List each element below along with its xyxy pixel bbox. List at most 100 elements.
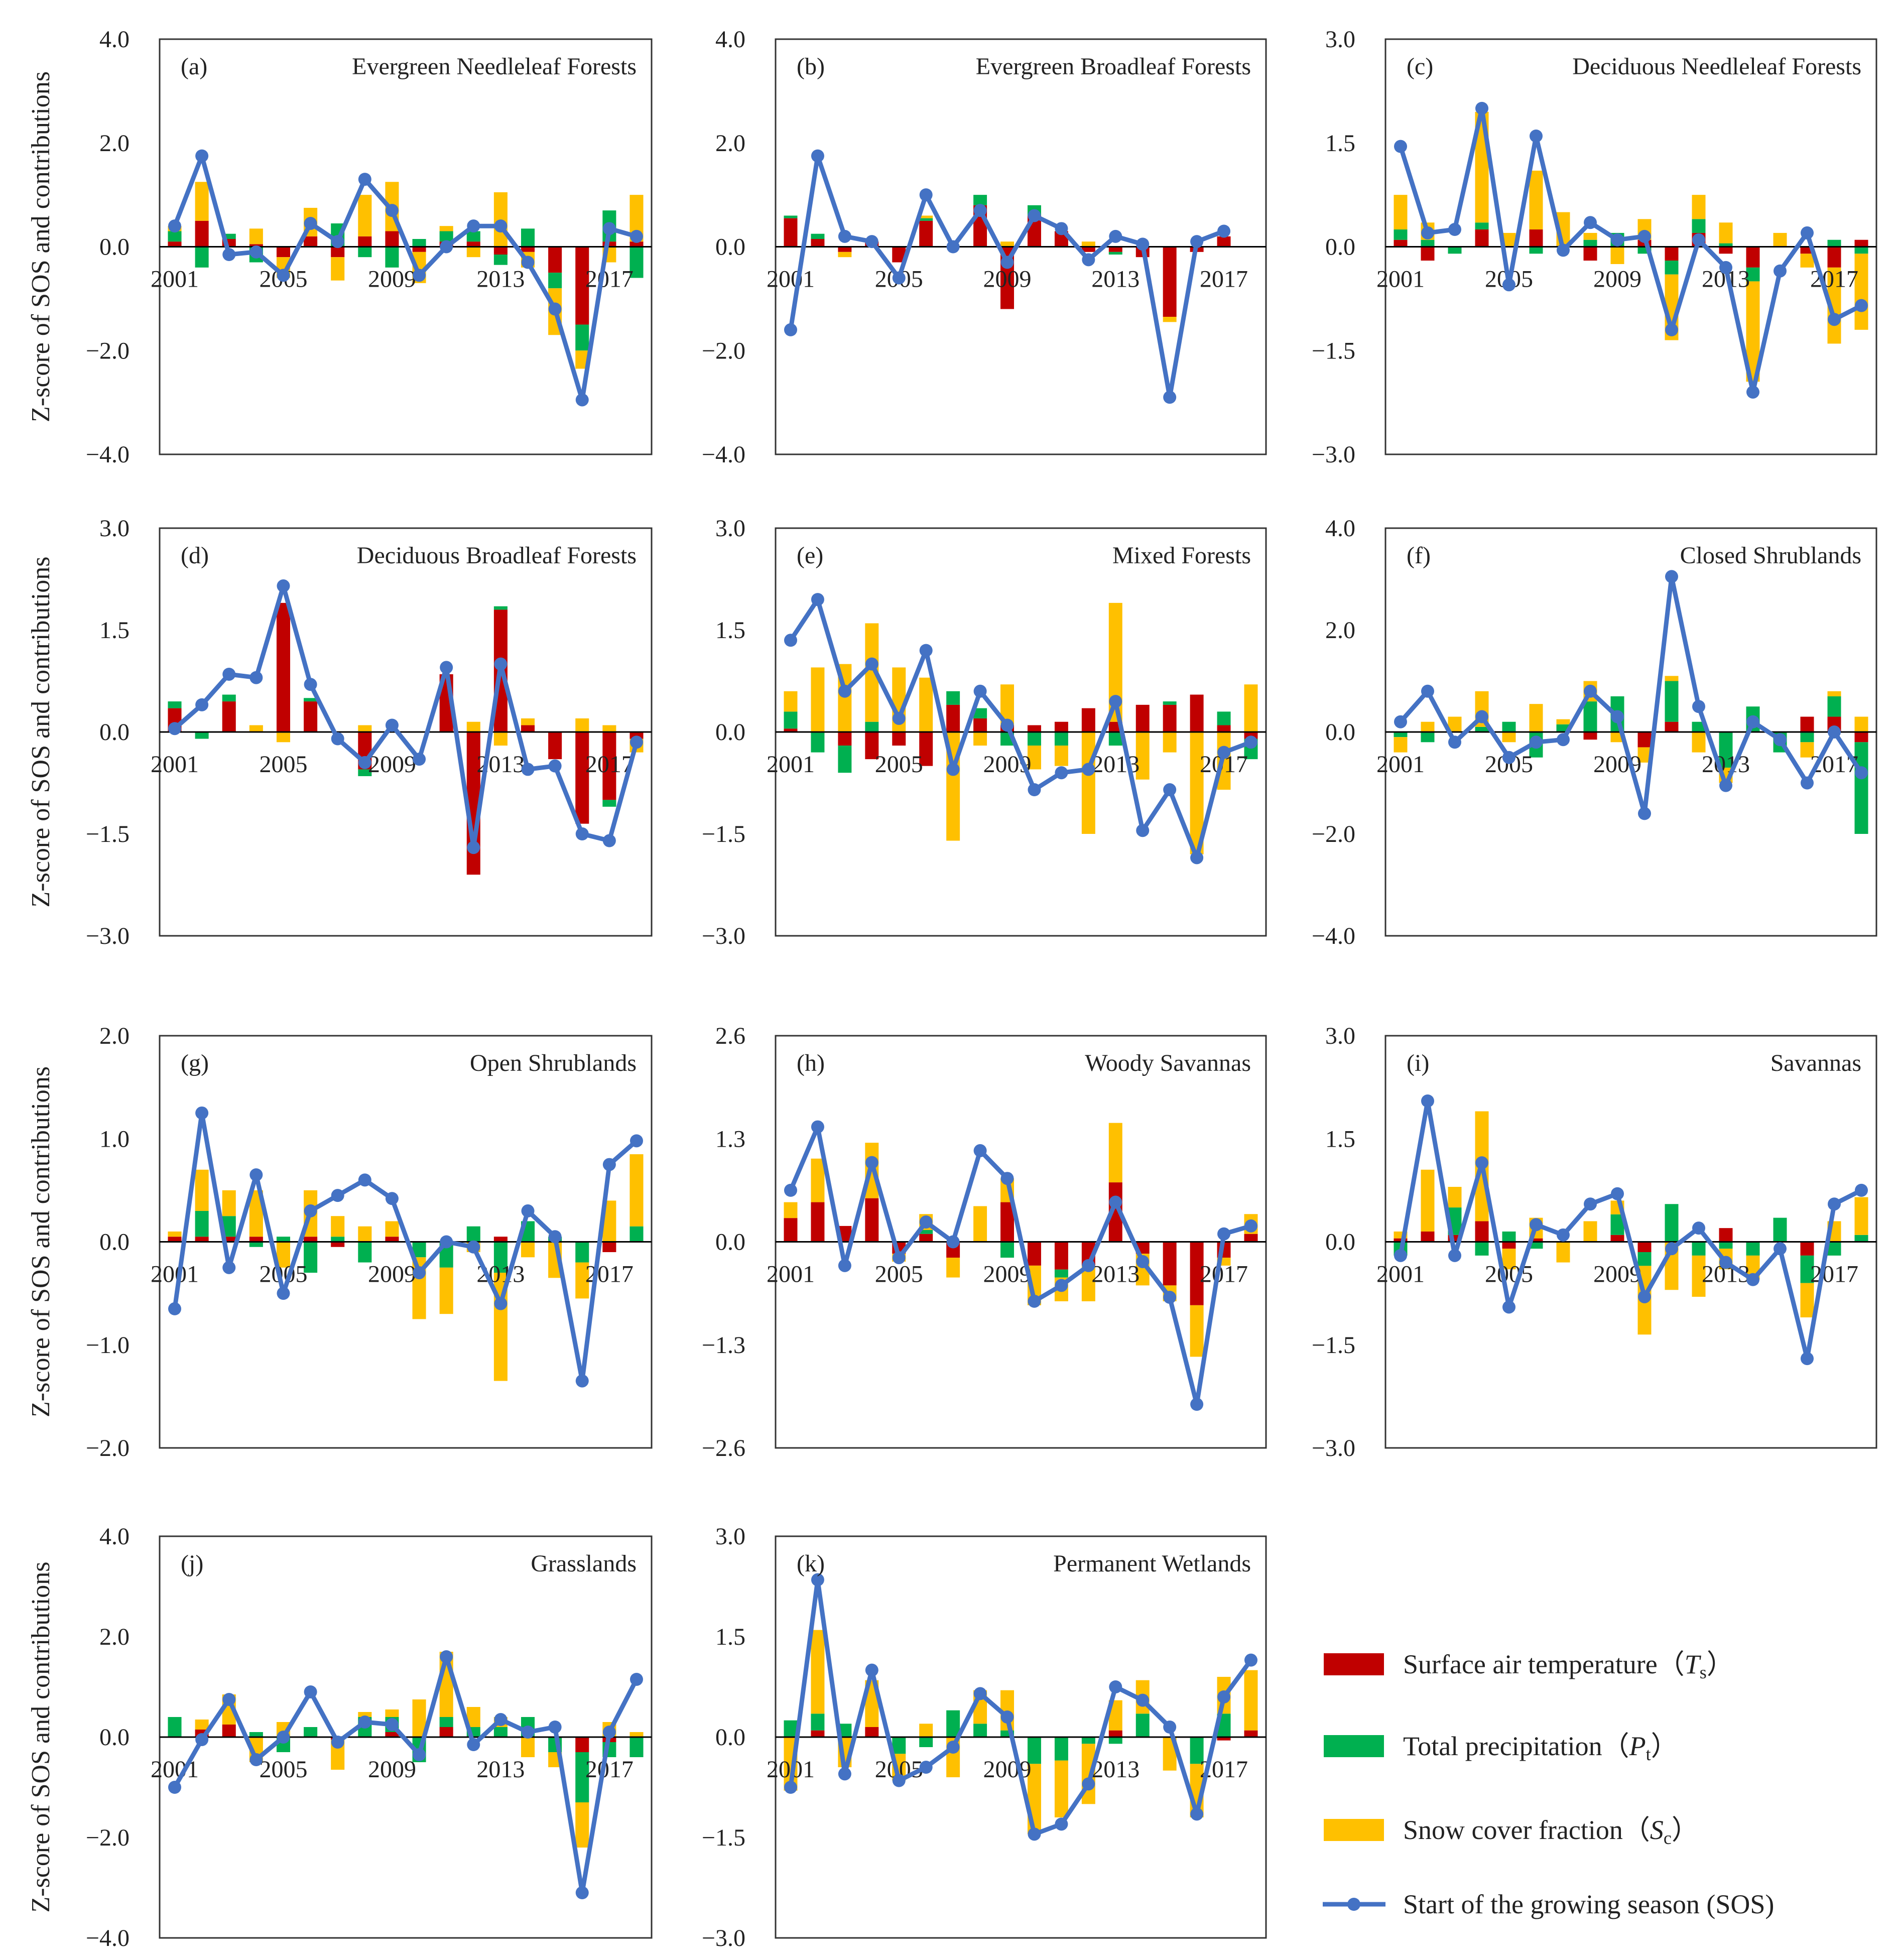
snow-cover-bar bbox=[1244, 684, 1258, 732]
temperature-bar bbox=[412, 247, 426, 252]
temperature-bar bbox=[222, 701, 236, 732]
legend-snow-cover-swatch bbox=[1324, 1819, 1384, 1841]
precipitation-bar bbox=[358, 1242, 372, 1263]
sos-point bbox=[1000, 718, 1014, 732]
temperature-bar bbox=[1081, 708, 1095, 732]
temperature-bar bbox=[1244, 1234, 1258, 1242]
snow-cover-bar bbox=[439, 1267, 453, 1314]
sos-point bbox=[838, 229, 851, 243]
y-tick-label: 0.0 bbox=[1325, 1229, 1355, 1256]
precipitation-bar bbox=[1108, 732, 1122, 746]
sos-point bbox=[521, 1726, 535, 1739]
precipitation-bar bbox=[1054, 1737, 1068, 1761]
temperature-bar bbox=[1054, 1242, 1068, 1270]
snow-cover-bar bbox=[466, 721, 480, 732]
temperature-bar bbox=[1637, 732, 1652, 748]
sos-point bbox=[1028, 1294, 1041, 1308]
temperature-bar bbox=[168, 1237, 182, 1242]
sos-point bbox=[358, 756, 371, 769]
temperature-bar bbox=[1217, 725, 1231, 732]
sos-point bbox=[1244, 1219, 1257, 1233]
x-tick-label: 2001 bbox=[767, 266, 815, 293]
snow-cover-bar bbox=[1054, 1760, 1068, 1817]
sos-point bbox=[811, 1573, 824, 1586]
precipitation-bar bbox=[1108, 1737, 1122, 1744]
snow-cover-bar bbox=[1719, 222, 1733, 243]
temperature-bar bbox=[385, 231, 399, 247]
precipitation-bar bbox=[865, 721, 879, 732]
y-tick-label: −1.0 bbox=[86, 1332, 130, 1359]
y-tick-label: 0.0 bbox=[715, 1724, 745, 1751]
sos-line bbox=[173, 1654, 639, 1895]
sos-point bbox=[1584, 684, 1597, 698]
y-tick-label: 3.0 bbox=[715, 1523, 745, 1550]
temperature-bar bbox=[249, 1237, 263, 1242]
legend-temperature-swatch bbox=[1324, 1653, 1384, 1675]
sos-point bbox=[222, 1261, 236, 1274]
sos-point bbox=[385, 1192, 399, 1205]
snow-cover-bar bbox=[811, 667, 825, 732]
sos-point bbox=[358, 173, 371, 186]
sos-point bbox=[1557, 243, 1570, 257]
snow-cover-bar bbox=[1583, 1221, 1597, 1242]
sos-point bbox=[973, 684, 987, 698]
sos-point bbox=[1394, 715, 1407, 728]
snow-cover-bar bbox=[1163, 732, 1177, 753]
legend-text: Total precipitation（ bbox=[1403, 1731, 1629, 1761]
y-tick-label: 0.0 bbox=[715, 1229, 745, 1256]
sos-point bbox=[1746, 715, 1759, 728]
y-tick-label: −1.5 bbox=[702, 1824, 745, 1851]
temperature-bar bbox=[304, 236, 318, 247]
sos-point bbox=[249, 1168, 263, 1182]
precipitation-bar bbox=[521, 228, 535, 247]
y-tick-label: 3.0 bbox=[99, 515, 130, 542]
snow-cover-bar bbox=[1583, 232, 1597, 240]
precipitation-bar bbox=[575, 1242, 589, 1263]
precipitation-bar bbox=[1637, 1252, 1652, 1266]
snow-cover-bar bbox=[385, 1709, 399, 1717]
temperature-bar bbox=[1502, 1242, 1516, 1249]
y-tick-label: −2.0 bbox=[86, 337, 130, 364]
sos-point bbox=[602, 1726, 616, 1739]
temperature-bar bbox=[1475, 1221, 1489, 1242]
legend-close: ） bbox=[1707, 1649, 1734, 1679]
sos-point bbox=[784, 634, 797, 647]
precipitation-bar bbox=[1854, 1235, 1868, 1242]
temperature-bar bbox=[838, 732, 852, 746]
sos-point bbox=[1665, 323, 1678, 336]
x-tick-label: 2001 bbox=[1376, 266, 1425, 293]
snow-cover-bar bbox=[811, 1630, 825, 1714]
sos-point bbox=[1082, 763, 1095, 776]
precipitation-bar bbox=[466, 1226, 480, 1242]
sos-point bbox=[784, 323, 797, 336]
temperature-bar bbox=[946, 704, 960, 732]
y-tick-label: 0.0 bbox=[1325, 234, 1355, 261]
precipitation-bar bbox=[784, 1720, 798, 1737]
y-tick-label: −1.3 bbox=[702, 1332, 745, 1359]
sos-point bbox=[838, 1259, 851, 1272]
y-tick-label: −3.0 bbox=[702, 923, 745, 949]
temperature-bar bbox=[784, 218, 798, 247]
snow-cover-bar bbox=[1692, 732, 1706, 753]
sos-point bbox=[1746, 1273, 1759, 1286]
y-tick-label: 1.0 bbox=[99, 1126, 130, 1152]
x-tick-label: 2013 bbox=[476, 1756, 525, 1783]
sos-point bbox=[1801, 776, 1814, 790]
precipitation-bar bbox=[1665, 261, 1679, 275]
y-tick-label: 4.0 bbox=[1325, 515, 1355, 542]
sos-point bbox=[413, 1748, 426, 1761]
sos-point bbox=[1163, 391, 1177, 404]
snow-cover-bar bbox=[1421, 1169, 1435, 1232]
sos-point bbox=[1801, 1352, 1814, 1366]
y-tick-label: −1.5 bbox=[702, 821, 745, 847]
sos-point bbox=[1109, 1680, 1122, 1693]
legend-precipitation-label: Total precipitation（Pt） bbox=[1403, 1731, 1678, 1764]
sos-point bbox=[277, 1287, 290, 1300]
precipitation-bar bbox=[304, 1727, 318, 1737]
precipitation-bar bbox=[811, 233, 825, 239]
sos-point bbox=[1448, 736, 1461, 749]
sos-point bbox=[1190, 235, 1204, 249]
sos-line bbox=[789, 597, 1252, 860]
snow-cover-bar bbox=[358, 725, 372, 732]
x-tick-label: 2005 bbox=[875, 1261, 923, 1288]
